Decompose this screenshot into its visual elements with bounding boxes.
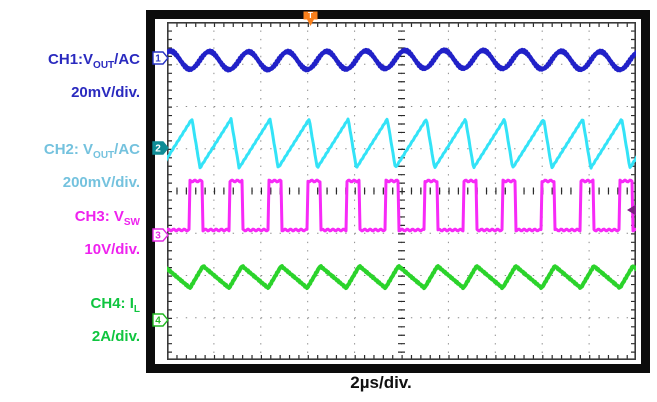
ch2-name: CH2: VOUT/AC — [43, 141, 140, 161]
ch4-reference-marker-icon: 4 — [152, 313, 169, 327]
ch1-scale: 20mV/div. — [71, 84, 140, 101]
ch2-label: CH2: VOUT/AC 200mV/div. — [44, 136, 140, 196]
waveform-plot — [167, 22, 636, 360]
ch1-reference-marker-icon: 1 — [152, 51, 169, 65]
svg-text:2: 2 — [155, 144, 161, 155]
svg-text:4: 4 — [155, 316, 161, 327]
graticule: 1 2 3 4 T — [152, 11, 636, 360]
channel-labels: CH1:VOUT/AC 20mV/div. CH2: VOUT/AC 200mV… — [0, 0, 142, 402]
ch4-label: CH4: IL 2A/div. — [91, 290, 140, 350]
ch3-scale: 10V/div. — [84, 241, 140, 258]
ch4-name: CH4: IL — [90, 295, 140, 315]
ch1-name: CH1:VOUT/AC — [48, 51, 140, 71]
ch1-label: CH1:VOUT/AC 20mV/div. — [48, 46, 140, 106]
scope-screen: 1 2 3 4 T — [146, 10, 650, 373]
ch4-scale: 2A/div. — [91, 328, 140, 345]
svg-text:1: 1 — [155, 54, 161, 65]
ch3-label: CH3: VSW 10V/div. — [75, 203, 140, 263]
trigger-level-arrow-icon — [627, 204, 636, 216]
timebase-label: 2µs/div. — [350, 373, 412, 392]
svg-text:3: 3 — [155, 231, 161, 242]
ch3-reference-marker-icon: 3 — [152, 228, 169, 242]
ch2-reference-marker-icon: 2 — [152, 141, 169, 155]
trigger-position-marker-icon: T — [303, 11, 318, 26]
ch2-scale: 200mV/div. — [62, 174, 140, 191]
ch3-name: CH3: VSW — [74, 208, 140, 228]
svg-text:T: T — [308, 11, 313, 20]
